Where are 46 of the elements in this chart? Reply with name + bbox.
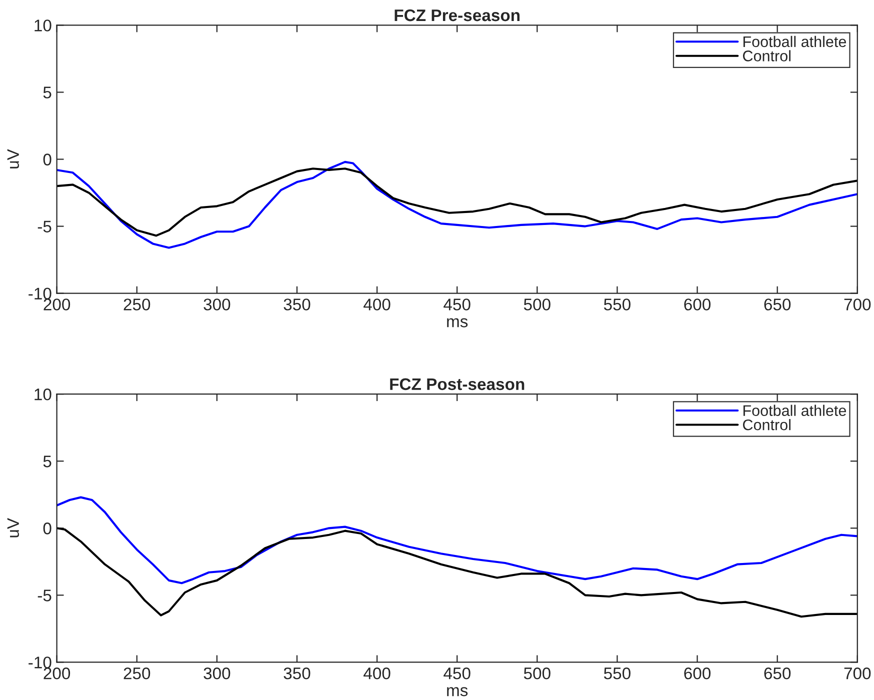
y-tick-label: 5 — [43, 456, 52, 468]
x-tick-label: 250 — [124, 668, 150, 680]
x-tick-label: 550 — [604, 298, 630, 310]
x-tick-label: 300 — [204, 668, 230, 680]
x-tick-label: 650 — [764, 298, 791, 310]
x-tick-label: 350 — [284, 668, 310, 680]
y-tick-label: 10 — [34, 388, 52, 400]
x-axis-title: ms — [447, 687, 468, 696]
y-axis-title: uV — [7, 518, 20, 538]
x-tick-label: 300 — [204, 298, 230, 310]
x-tick-label: 600 — [684, 668, 711, 680]
x-tick-label: 600 — [684, 298, 711, 310]
x-tick-label: 250 — [124, 298, 150, 310]
x-tick-label: 700 — [844, 668, 871, 680]
x-tick-label: 400 — [364, 668, 390, 680]
legend-label: Football athlete — [743, 36, 846, 48]
x-tick-label: 500 — [524, 298, 550, 310]
x-tick-label: 450 — [444, 668, 470, 680]
x-tick-label: 200 — [44, 668, 70, 680]
x-tick-label: 500 — [524, 668, 550, 680]
x-tick-label: 200 — [44, 298, 70, 310]
y-tick-label: 5 — [43, 86, 52, 98]
chart-title: FCZ Pre-season — [394, 9, 520, 22]
y-tick-label: -5 — [38, 590, 52, 602]
y-tick-label: -10 — [28, 656, 52, 668]
y-tick-label: -5 — [38, 220, 52, 232]
y-tick-label: 0 — [43, 522, 52, 534]
legend-label: Football athlete — [743, 404, 846, 416]
x-tick-label: 650 — [764, 668, 791, 680]
line-series — [56, 496, 858, 584]
y-axis-title: uV — [7, 149, 20, 168]
x-tick-label: 700 — [844, 298, 871, 310]
x-tick-label: 400 — [364, 298, 390, 310]
x-tick-label: 450 — [444, 298, 470, 310]
y-tick-label: 10 — [34, 20, 52, 32]
y-tick-label: 0 — [43, 154, 52, 166]
x-axis-title: ms — [447, 318, 468, 328]
legend-label: Control — [743, 50, 790, 62]
chart-title: FCZ Post-season — [390, 378, 524, 390]
y-tick-label: -10 — [28, 288, 52, 300]
legend-label: Control — [743, 419, 790, 430]
line-series — [56, 160, 858, 249]
line-series — [56, 527, 858, 618]
line-series — [56, 168, 858, 237]
x-tick-label: 550 — [604, 668, 630, 680]
x-tick-label: 350 — [284, 298, 310, 310]
